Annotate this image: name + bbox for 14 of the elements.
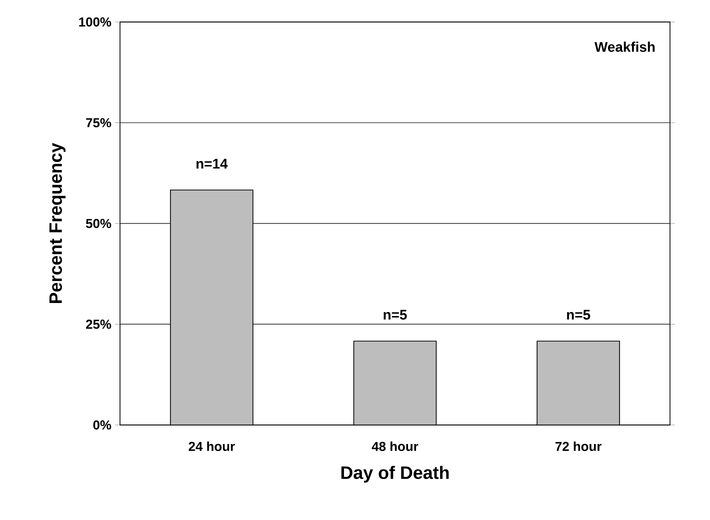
x-tick-label: 72 hour	[556, 442, 602, 452]
y-tick-label: 75%	[86, 118, 112, 128]
y-axis-title: Percent Frequency	[49, 142, 66, 304]
y-tick-label: 100%	[79, 17, 112, 27]
x-tick-label: 24 hour	[188, 442, 235, 452]
annotation: Weakfish	[594, 42, 655, 52]
annotation: n=14	[196, 158, 228, 169]
annotation: n=5	[384, 310, 407, 320]
y-tick-label: 50%	[86, 218, 112, 228]
x-axis-title: Day of Death	[341, 466, 449, 483]
x-tick-label: 48 hour	[372, 442, 418, 452]
y-tick-label: 0%	[93, 420, 112, 430]
annotation: n=5	[567, 310, 590, 320]
y-tick-label: 25%	[86, 320, 112, 329]
